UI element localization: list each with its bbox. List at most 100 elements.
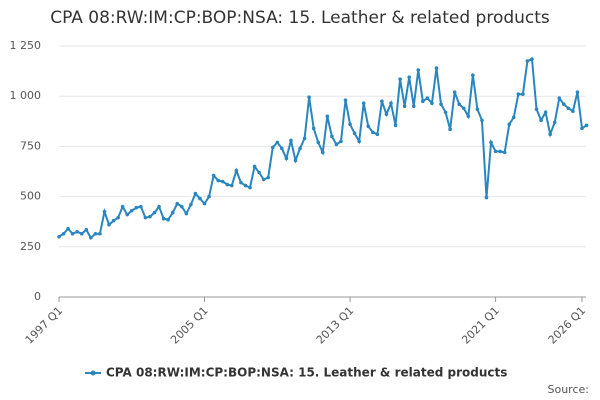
y-tick-label: 1 250 (10, 39, 42, 52)
point (502, 150, 507, 155)
point (325, 114, 330, 119)
point (257, 170, 261, 175)
point (548, 132, 552, 137)
point (398, 77, 402, 81)
point (511, 115, 516, 120)
point (230, 183, 234, 188)
point (98, 231, 102, 236)
point (107, 222, 111, 227)
point (534, 107, 539, 112)
point (471, 73, 475, 77)
point (116, 215, 120, 220)
point (93, 231, 98, 236)
point (143, 215, 148, 220)
point (234, 168, 239, 173)
point (261, 177, 266, 182)
point (580, 126, 584, 131)
point (330, 134, 334, 139)
y-tick-label: 250 (20, 240, 41, 253)
point (452, 90, 457, 94)
point (316, 140, 321, 145)
point (407, 75, 411, 79)
point (516, 92, 521, 96)
point (461, 106, 466, 111)
point (380, 99, 384, 104)
point (498, 149, 502, 154)
point (566, 106, 571, 111)
point (375, 132, 380, 137)
series-line (58, 57, 588, 240)
point (284, 156, 289, 161)
point (75, 229, 79, 234)
point (129, 208, 134, 213)
point (571, 109, 575, 114)
point (339, 139, 343, 144)
point (202, 201, 207, 206)
point (57, 234, 61, 239)
point (79, 231, 84, 236)
point (402, 104, 407, 109)
point (66, 226, 70, 231)
x-tick-label: 2005 Q1 (168, 304, 211, 347)
point (111, 218, 116, 223)
point (543, 110, 548, 115)
legend-marker (90, 370, 96, 376)
point (293, 158, 298, 163)
point (311, 126, 316, 131)
point (443, 110, 448, 115)
point (416, 68, 421, 72)
point (252, 164, 257, 169)
point (120, 204, 125, 209)
point (475, 107, 480, 112)
x-tick-label: 2021 Q1 (459, 304, 502, 347)
point (125, 212, 130, 217)
point (552, 120, 557, 125)
y-tick-label: 500 (20, 190, 41, 203)
point (384, 112, 389, 117)
point (89, 235, 93, 240)
point (302, 136, 307, 141)
point (489, 140, 493, 145)
point (289, 138, 293, 143)
x-tick-label: 2026 Q1 (546, 304, 589, 347)
point (389, 101, 393, 106)
point (366, 124, 371, 129)
point (275, 140, 280, 145)
point (307, 95, 311, 100)
point (411, 104, 416, 109)
point (448, 127, 452, 132)
point (152, 210, 157, 215)
point (466, 114, 471, 119)
point (457, 102, 462, 107)
point (562, 102, 566, 107)
point (189, 202, 193, 207)
point (320, 150, 325, 155)
point (434, 66, 439, 70)
x-tick-label: 1997 Q1 (23, 304, 66, 347)
point (507, 122, 512, 127)
point (480, 118, 484, 123)
point (371, 130, 375, 135)
y-tick-label: 750 (20, 139, 41, 152)
point (239, 180, 243, 185)
point (148, 214, 152, 219)
point (61, 231, 66, 236)
point (179, 204, 184, 209)
point (425, 96, 430, 101)
source-label: Source: (548, 383, 590, 396)
point (198, 196, 202, 201)
point (193, 191, 198, 196)
point (348, 122, 352, 127)
point (393, 123, 398, 128)
point (70, 231, 75, 236)
point (575, 90, 580, 94)
point (584, 123, 589, 128)
point (220, 179, 225, 184)
point (266, 175, 271, 180)
x-tick-label: 2013 Q1 (314, 304, 357, 347)
point (248, 185, 252, 190)
point (493, 149, 498, 154)
point (521, 92, 525, 96)
point (134, 205, 139, 210)
